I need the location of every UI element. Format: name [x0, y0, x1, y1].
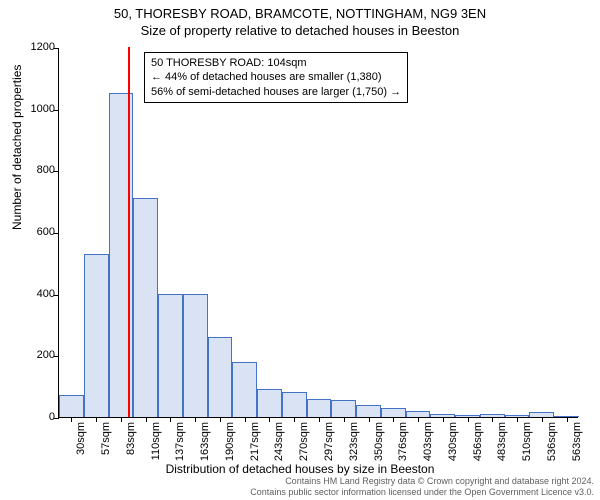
x-tick-label: 57sqm [100, 422, 112, 455]
x-tick-mark [468, 417, 469, 422]
y-tick-label: 0 [15, 411, 55, 423]
y-tick-label: 1200 [15, 41, 55, 53]
x-tick-mark [245, 417, 246, 422]
annotation-line: ← 44% of detached houses are smaller (1,… [151, 70, 401, 84]
annotation-box: 50 THORESBY ROAD: 104sqm ← 44% of detach… [144, 52, 408, 103]
x-tick-mark [146, 417, 147, 422]
y-axis-label: Number of detached properties [10, 65, 24, 230]
x-tick-label: 430sqm [447, 422, 459, 461]
y-tick-label: 400 [15, 288, 55, 300]
chart-area: 02004006008001000120030sqm57sqm83sqm110s… [58, 48, 578, 418]
x-tick-label: 376sqm [397, 422, 409, 461]
x-tick-mark [443, 417, 444, 422]
footer-line: Contains HM Land Registry data © Crown c… [250, 476, 594, 487]
histogram-bar [84, 254, 109, 417]
histogram-bar [331, 400, 356, 417]
x-tick-label: 510sqm [521, 422, 533, 461]
y-tick-label: 200 [15, 349, 55, 361]
x-tick-mark [319, 417, 320, 422]
histogram-bar [257, 389, 282, 417]
x-tick-label: 563sqm [571, 422, 583, 461]
y-tick-label: 1000 [15, 103, 55, 115]
x-tick-mark [567, 417, 568, 422]
x-tick-mark [96, 417, 97, 422]
x-tick-mark [195, 417, 196, 422]
histogram-bar [381, 408, 406, 417]
x-tick-mark [71, 417, 72, 422]
histogram-bar [59, 395, 84, 417]
y-tick-label: 800 [15, 164, 55, 176]
property-marker-line [128, 47, 130, 417]
x-tick-mark [517, 417, 518, 422]
x-tick-label: 270sqm [298, 422, 310, 461]
x-tick-label: 83sqm [125, 422, 137, 455]
histogram-bar [356, 405, 381, 417]
x-tick-label: 456sqm [472, 422, 484, 461]
histogram-bar [282, 392, 307, 417]
chart-title-sub: Size of property relative to detached ho… [0, 23, 600, 38]
x-tick-mark [220, 417, 221, 422]
histogram-bar [133, 198, 158, 417]
x-tick-mark [393, 417, 394, 422]
x-tick-label: 297sqm [323, 422, 335, 461]
x-axis-label: Distribution of detached houses by size … [0, 462, 600, 476]
y-tick-label: 600 [15, 226, 55, 238]
x-tick-mark [294, 417, 295, 422]
x-tick-mark [369, 417, 370, 422]
histogram-bar [307, 399, 332, 418]
x-tick-mark [492, 417, 493, 422]
histogram-bar [158, 294, 183, 417]
x-tick-label: 536sqm [546, 422, 558, 461]
x-tick-mark [418, 417, 419, 422]
x-tick-label: 217sqm [249, 422, 261, 461]
plot-area: 02004006008001000120030sqm57sqm83sqm110s… [58, 48, 578, 418]
x-tick-label: 350sqm [373, 422, 385, 461]
x-tick-label: 403sqm [422, 422, 434, 461]
x-tick-label: 163sqm [199, 422, 211, 461]
footer-line: Contains public sector information licen… [250, 487, 594, 498]
annotation-line: 56% of semi-detached houses are larger (… [151, 85, 401, 99]
x-tick-mark [344, 417, 345, 422]
annotation-line: 50 THORESBY ROAD: 104sqm [151, 56, 401, 70]
footer-attribution: Contains HM Land Registry data © Crown c… [250, 476, 594, 498]
x-tick-mark [121, 417, 122, 422]
x-tick-mark [542, 417, 543, 422]
histogram-bar [183, 294, 208, 417]
x-tick-label: 323sqm [348, 422, 360, 461]
x-tick-mark [170, 417, 171, 422]
x-tick-label: 110sqm [150, 422, 162, 460]
x-tick-label: 190sqm [224, 422, 236, 461]
histogram-bar [232, 362, 257, 418]
x-tick-label: 137sqm [174, 422, 186, 461]
x-tick-label: 30sqm [75, 422, 87, 455]
x-tick-mark [269, 417, 270, 422]
histogram-bar [208, 337, 233, 417]
chart-title-main: 50, THORESBY ROAD, BRAMCOTE, NOTTINGHAM,… [0, 6, 600, 21]
x-tick-label: 243sqm [273, 422, 285, 461]
x-tick-label: 483sqm [496, 422, 508, 461]
